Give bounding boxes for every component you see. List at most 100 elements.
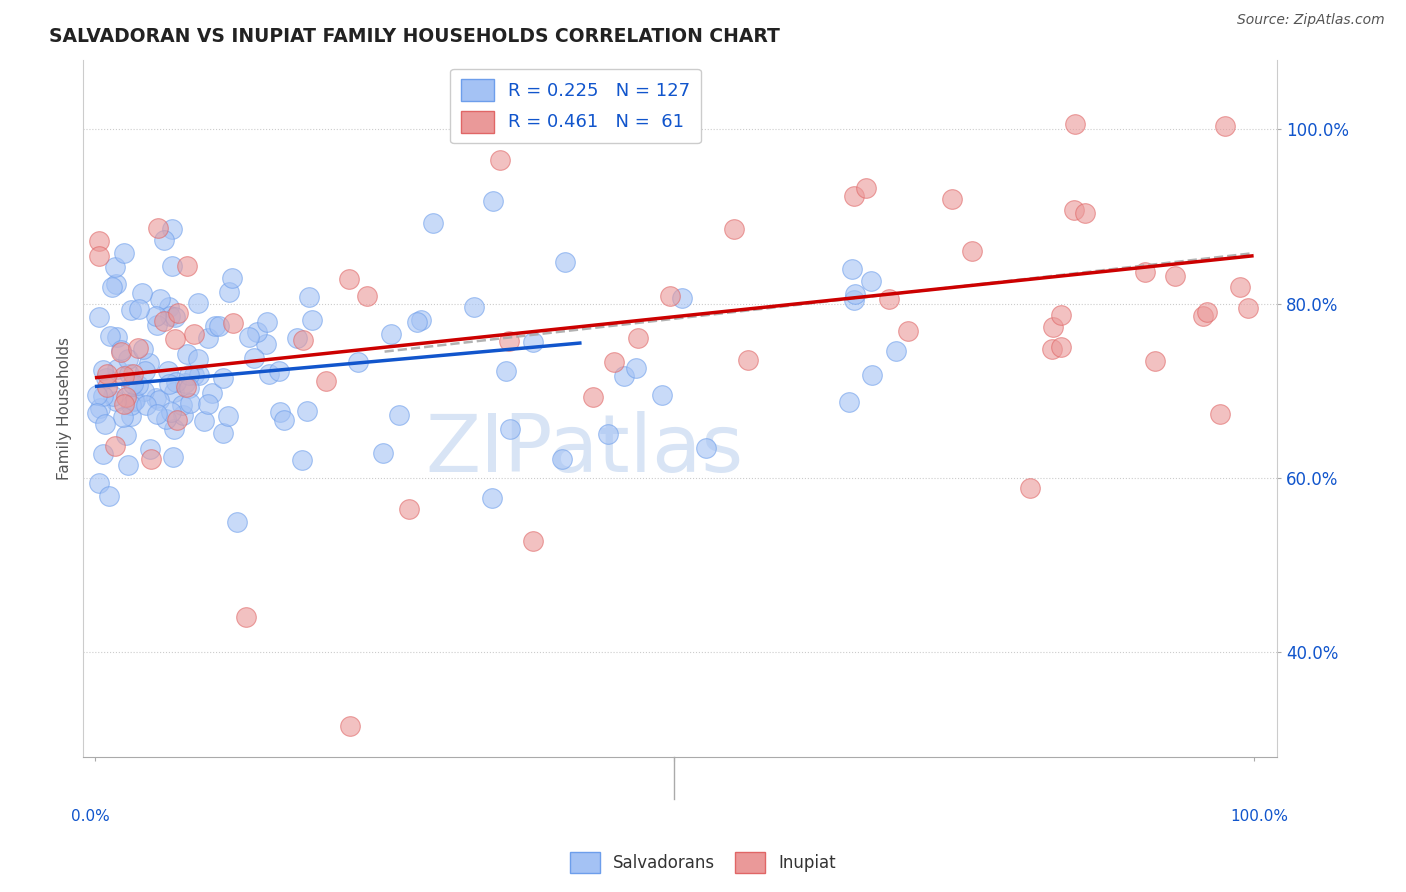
Inupiat bbox=[291, 333, 314, 347]
Salvadorans bbox=[138, 442, 160, 457]
Inupiat bbox=[960, 244, 983, 259]
Salvadorans bbox=[132, 342, 155, 356]
Inupiat bbox=[1064, 117, 1087, 131]
Salvadorans bbox=[101, 280, 124, 294]
Inupiat bbox=[897, 324, 920, 338]
Salvadorans bbox=[238, 330, 260, 344]
Salvadorans bbox=[221, 270, 243, 285]
Salvadorans bbox=[163, 310, 186, 325]
Inupiat bbox=[112, 397, 135, 411]
Inupiat bbox=[235, 610, 257, 624]
Text: ZIPatlas: ZIPatlas bbox=[426, 411, 744, 489]
Salvadorans bbox=[91, 362, 114, 376]
Salvadorans bbox=[110, 343, 132, 357]
Salvadorans bbox=[838, 395, 860, 409]
Salvadorans bbox=[298, 290, 321, 304]
Inupiat bbox=[174, 380, 197, 394]
Salvadorans bbox=[860, 368, 883, 383]
Inupiat bbox=[1229, 279, 1251, 293]
Salvadorans bbox=[212, 426, 235, 441]
Salvadorans bbox=[212, 371, 235, 385]
Salvadorans bbox=[259, 367, 281, 381]
Salvadorans bbox=[347, 354, 370, 368]
Salvadorans bbox=[160, 259, 183, 273]
Salvadorans bbox=[112, 245, 135, 260]
Inupiat bbox=[1018, 481, 1040, 495]
Salvadorans bbox=[550, 452, 572, 467]
Salvadorans bbox=[243, 351, 266, 365]
Salvadorans bbox=[149, 292, 172, 306]
Salvadorans bbox=[91, 389, 114, 403]
Salvadorans bbox=[841, 261, 863, 276]
Salvadorans bbox=[695, 441, 717, 455]
Salvadorans bbox=[115, 428, 138, 442]
Inupiat bbox=[315, 375, 337, 389]
Salvadorans bbox=[651, 388, 673, 402]
Inupiat bbox=[877, 292, 900, 306]
Salvadorans bbox=[122, 394, 145, 409]
Inupiat bbox=[723, 221, 745, 235]
Inupiat bbox=[148, 221, 170, 235]
Salvadorans bbox=[225, 515, 247, 529]
Inupiat bbox=[659, 289, 682, 303]
Salvadorans bbox=[217, 409, 239, 424]
Salvadorans bbox=[176, 347, 198, 361]
Salvadorans bbox=[89, 401, 111, 415]
Salvadorans bbox=[481, 491, 503, 505]
Salvadorans bbox=[256, 315, 278, 329]
Salvadorans bbox=[104, 277, 127, 292]
Inupiat bbox=[222, 316, 245, 330]
Salvadorans bbox=[204, 318, 226, 333]
Salvadorans bbox=[208, 318, 231, 333]
Salvadorans bbox=[269, 405, 291, 419]
Salvadorans bbox=[157, 376, 180, 391]
Inupiat bbox=[1195, 305, 1218, 319]
Salvadorans bbox=[844, 293, 866, 308]
Salvadorans bbox=[94, 371, 117, 385]
Inupiat bbox=[1040, 343, 1063, 357]
Salvadorans bbox=[112, 409, 135, 424]
Salvadorans bbox=[613, 369, 636, 384]
Inupiat bbox=[1144, 354, 1167, 368]
Inupiat bbox=[1213, 119, 1236, 133]
Inupiat bbox=[1163, 268, 1185, 283]
Inupiat bbox=[582, 390, 605, 404]
Inupiat bbox=[176, 260, 198, 274]
Salvadorans bbox=[162, 221, 184, 235]
Inupiat bbox=[112, 368, 135, 383]
Inupiat bbox=[498, 334, 520, 348]
Salvadorans bbox=[482, 194, 505, 209]
Salvadorans bbox=[91, 447, 114, 461]
Salvadorans bbox=[884, 343, 907, 358]
Salvadorans bbox=[153, 233, 176, 247]
Salvadorans bbox=[291, 453, 314, 467]
Salvadorans bbox=[86, 388, 108, 402]
Inupiat bbox=[152, 313, 174, 327]
Salvadorans bbox=[94, 417, 117, 431]
Inupiat bbox=[842, 188, 865, 202]
Inupiat bbox=[166, 413, 188, 427]
Salvadorans bbox=[146, 407, 169, 421]
Salvadorans bbox=[86, 406, 108, 420]
Salvadorans bbox=[193, 414, 215, 428]
Salvadorans bbox=[269, 364, 291, 378]
Salvadorans bbox=[371, 446, 394, 460]
Salvadorans bbox=[172, 408, 194, 422]
Inupiat bbox=[737, 353, 759, 368]
Inupiat bbox=[489, 153, 512, 167]
Salvadorans bbox=[121, 303, 143, 318]
Inupiat bbox=[655, 118, 678, 132]
Salvadorans bbox=[285, 331, 308, 345]
Inupiat bbox=[941, 192, 963, 206]
Inupiat bbox=[398, 501, 420, 516]
Salvadorans bbox=[87, 310, 110, 325]
Salvadorans bbox=[165, 375, 187, 389]
Inupiat bbox=[115, 390, 138, 404]
Salvadorans bbox=[188, 368, 211, 383]
Inupiat bbox=[104, 439, 127, 453]
Salvadorans bbox=[120, 409, 142, 423]
Salvadorans bbox=[177, 368, 200, 382]
Salvadorans bbox=[89, 476, 111, 491]
Salvadorans bbox=[135, 398, 157, 412]
Salvadorans bbox=[128, 302, 150, 317]
